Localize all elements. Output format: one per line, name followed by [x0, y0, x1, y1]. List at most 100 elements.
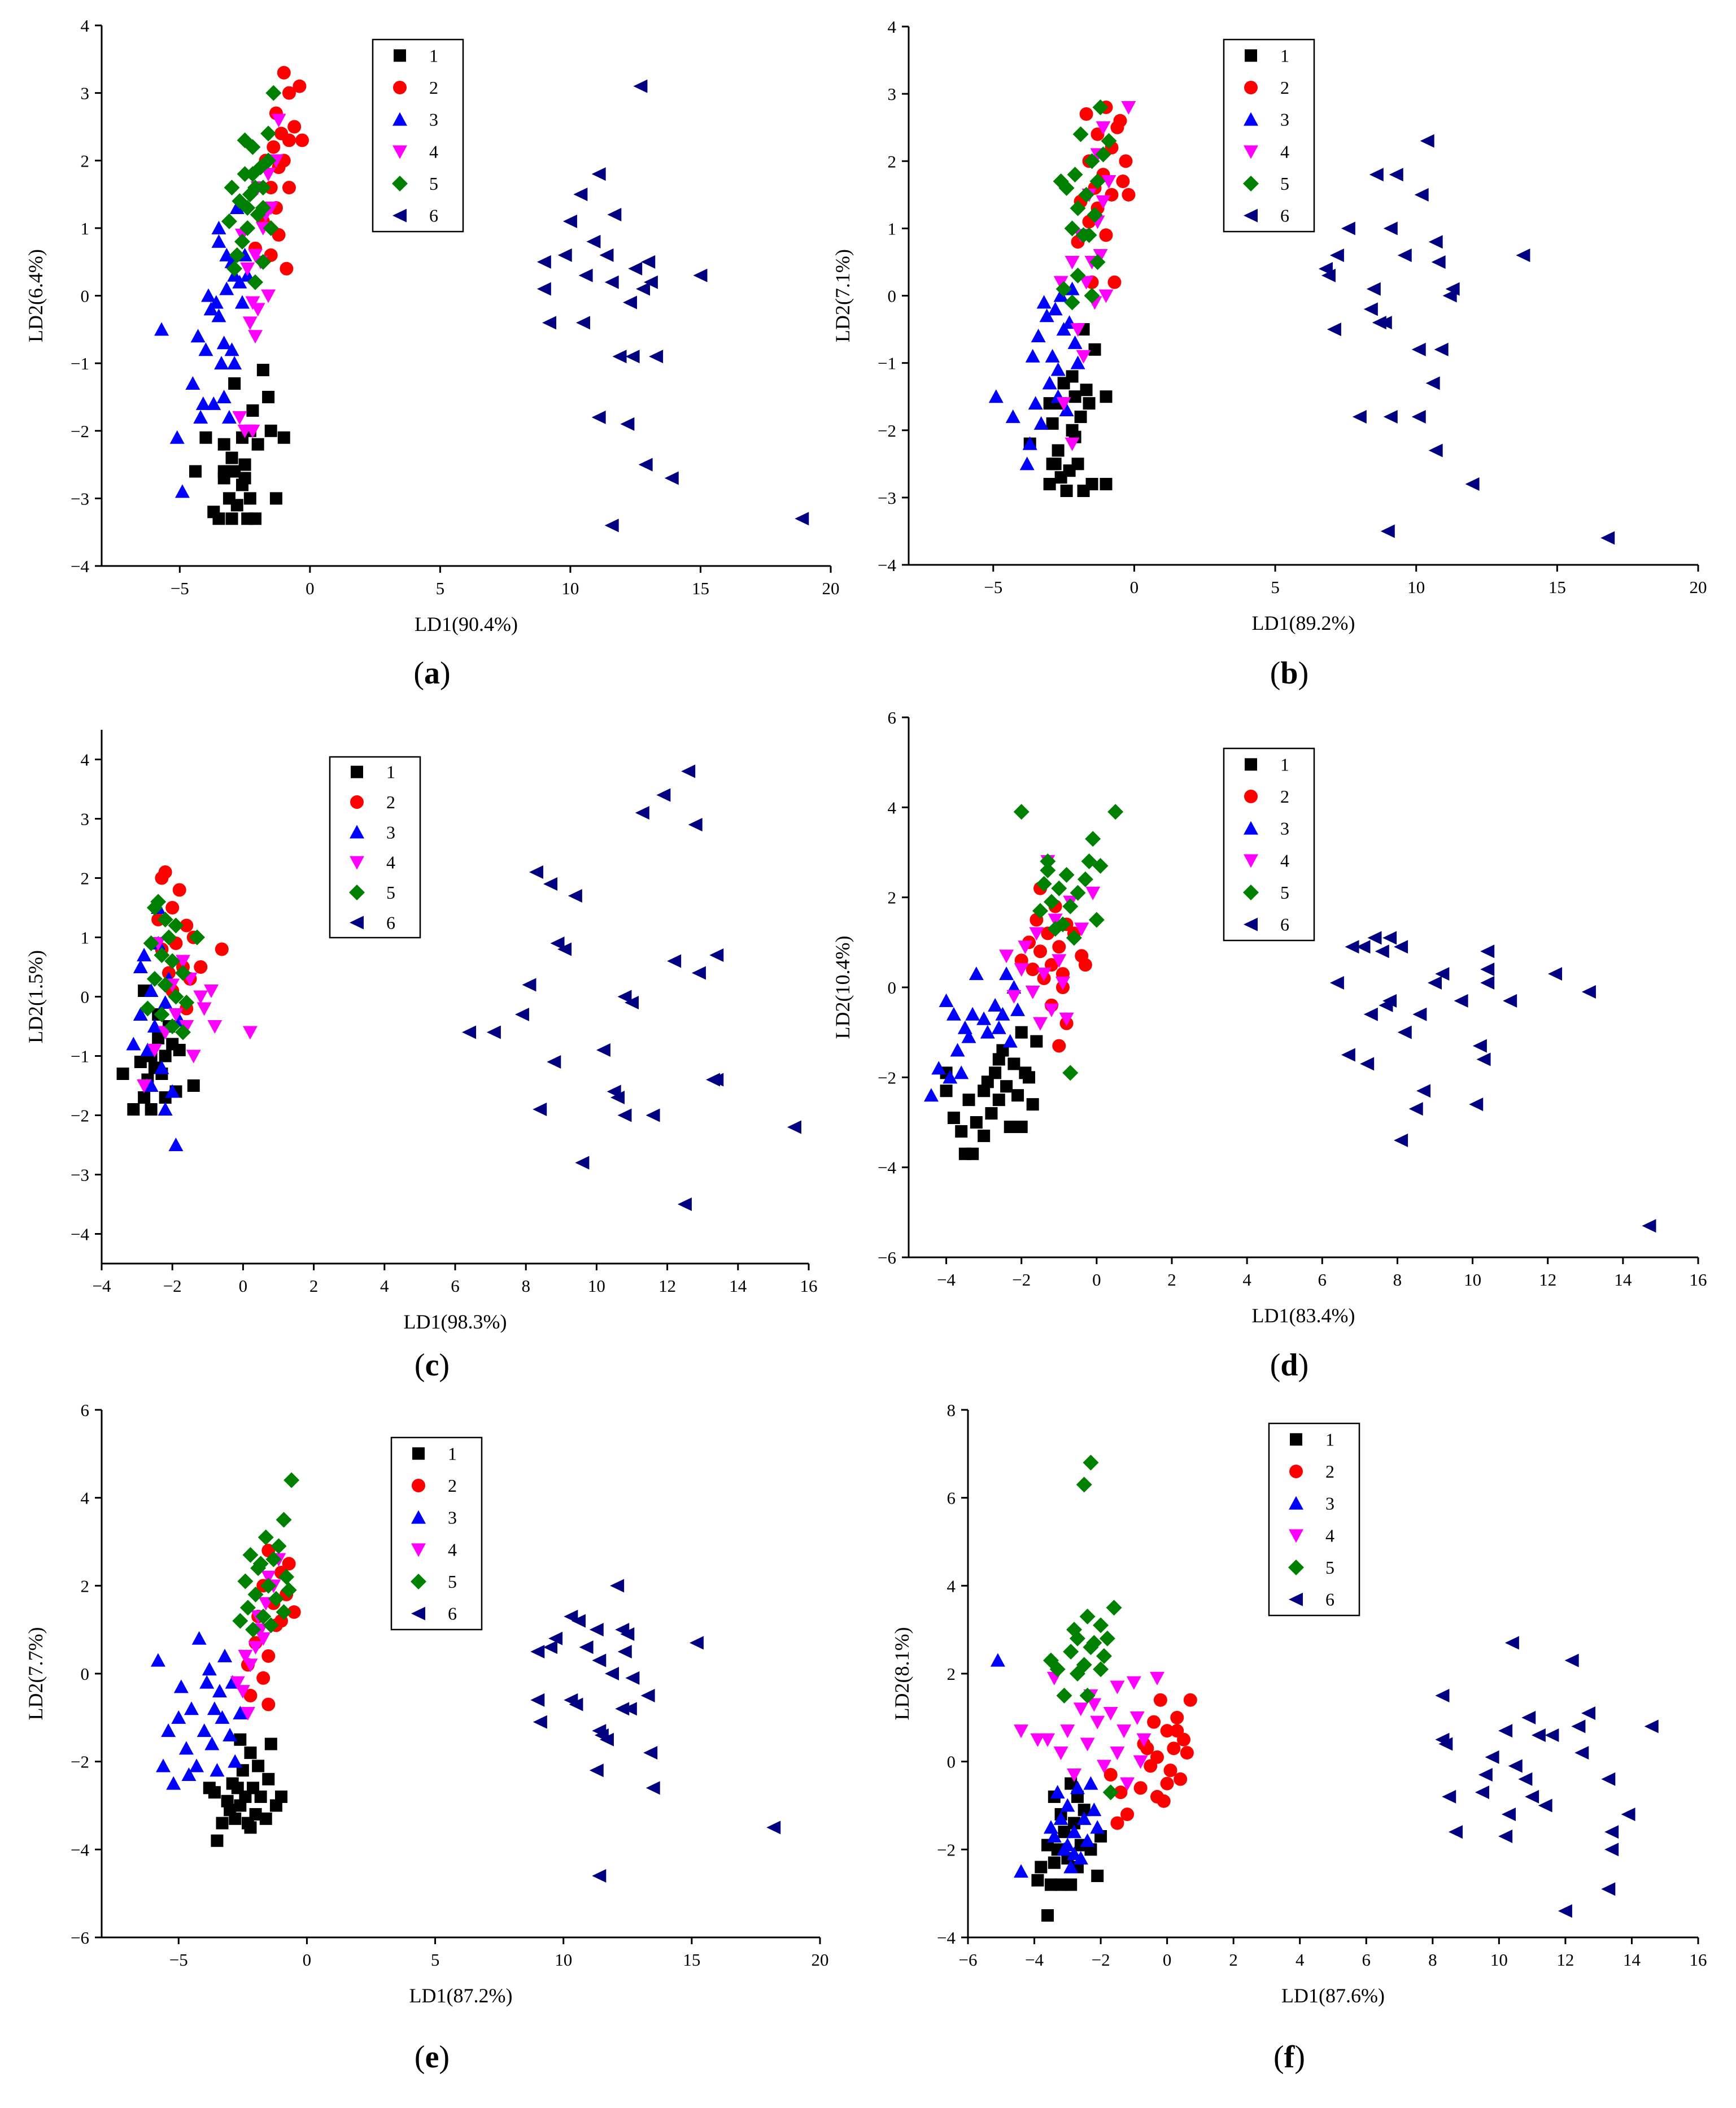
y-tick-label: −3 [878, 488, 896, 508]
data-point [543, 1640, 557, 1654]
series-5 [232, 1472, 300, 1638]
data-point [1092, 857, 1109, 874]
x-tick-label: 10 [555, 1950, 572, 1970]
data-point [215, 942, 229, 956]
data-point [689, 1636, 704, 1650]
data-point [1057, 377, 1070, 390]
data-point [154, 322, 169, 336]
legend-label: 5 [386, 882, 395, 903]
data-point [1564, 1653, 1579, 1667]
data-point [1411, 410, 1426, 424]
data-point [1077, 871, 1093, 887]
data-point [1044, 1878, 1057, 1891]
x-tick-label: −6 [959, 1950, 978, 1970]
data-point [229, 200, 245, 214]
data-point [1067, 167, 1083, 183]
legend-marker-triangle-down-icon [1244, 145, 1258, 159]
data-point [1480, 944, 1495, 959]
series-4 [999, 855, 1101, 1031]
series-6 [1318, 134, 1615, 545]
legend-label: 6 [1280, 206, 1289, 226]
data-point [965, 1007, 980, 1021]
data-point [1538, 1798, 1552, 1813]
legend-marker-triangle-up-icon [1244, 821, 1258, 835]
data-point [1416, 1084, 1431, 1098]
data-point [1079, 107, 1093, 121]
data-point [171, 1710, 186, 1724]
legend: 1 2 3 4 5 6 [1268, 1422, 1360, 1617]
legend-box [1223, 38, 1315, 233]
data-point [1428, 235, 1443, 249]
data-point [1183, 1693, 1197, 1707]
data-point [656, 788, 671, 802]
data-point [1548, 967, 1563, 981]
data-point [1478, 1768, 1493, 1782]
data-point [617, 1645, 632, 1659]
data-point [1521, 1710, 1536, 1724]
data-point [189, 929, 206, 946]
legend-label: 3 [429, 110, 438, 130]
data-point [547, 1055, 561, 1069]
data-point [931, 1061, 946, 1075]
data-point [1081, 227, 1097, 243]
y-tick-label: −2 [878, 1068, 896, 1087]
panel-label: (b) [1270, 656, 1308, 691]
data-point [232, 411, 247, 425]
data-point [248, 1641, 263, 1655]
data-point [1129, 1711, 1145, 1725]
data-point [225, 451, 238, 464]
data-point [1531, 1728, 1546, 1742]
data-point [548, 1631, 563, 1645]
data-point [217, 438, 230, 451]
data-point [1363, 302, 1378, 316]
legend-label: 4 [386, 852, 395, 873]
data-point [282, 181, 296, 195]
data-point [207, 1020, 223, 1034]
data-point [195, 396, 211, 410]
data-point [1048, 302, 1063, 316]
y-tick-label: −1 [878, 354, 896, 373]
series-4 [232, 114, 286, 438]
data-point [1078, 1804, 1091, 1817]
data-point [1092, 99, 1109, 115]
data-point [155, 871, 169, 885]
data-point [265, 1551, 282, 1567]
data-point [189, 465, 202, 478]
y-tick-label: 0 [81, 286, 90, 306]
data-point [137, 1079, 152, 1093]
y-tick-label: 1 [81, 219, 90, 238]
legend-marker-square-icon [1290, 1433, 1302, 1446]
legend-marker-square-icon [1245, 49, 1257, 62]
data-point [255, 254, 271, 270]
data-point [1501, 1808, 1516, 1822]
data-point [599, 248, 614, 262]
data-point [275, 1790, 287, 1803]
legend-marker-triangle-up-icon [411, 1510, 426, 1524]
data-point [280, 262, 294, 276]
data-point [287, 120, 302, 134]
legend-label: 2 [429, 77, 438, 98]
legend-marker-triangle-up-icon [1244, 112, 1258, 126]
data-point [1007, 1057, 1020, 1070]
data-point [1163, 1763, 1177, 1778]
data-point [267, 140, 281, 154]
y-tick-label: 8 [947, 1400, 956, 1420]
data-point [1571, 1719, 1586, 1734]
data-point [1055, 281, 1072, 297]
legend-box [1268, 1422, 1360, 1617]
data-point [969, 966, 984, 981]
data-point [256, 1632, 271, 1646]
data-point [1574, 1746, 1589, 1760]
data-point [244, 1746, 257, 1759]
data-point [239, 220, 256, 236]
data-point [1053, 288, 1068, 302]
data-point [246, 404, 259, 417]
data-point [1028, 396, 1043, 410]
x-tick-label: 0 [1163, 1950, 1172, 1970]
data-point [1375, 944, 1389, 959]
data-point [251, 438, 264, 451]
x-tick-label: 0 [1130, 577, 1139, 597]
y-tick-label: −2 [937, 1840, 956, 1859]
data-point [234, 295, 250, 309]
data-point [293, 79, 307, 93]
